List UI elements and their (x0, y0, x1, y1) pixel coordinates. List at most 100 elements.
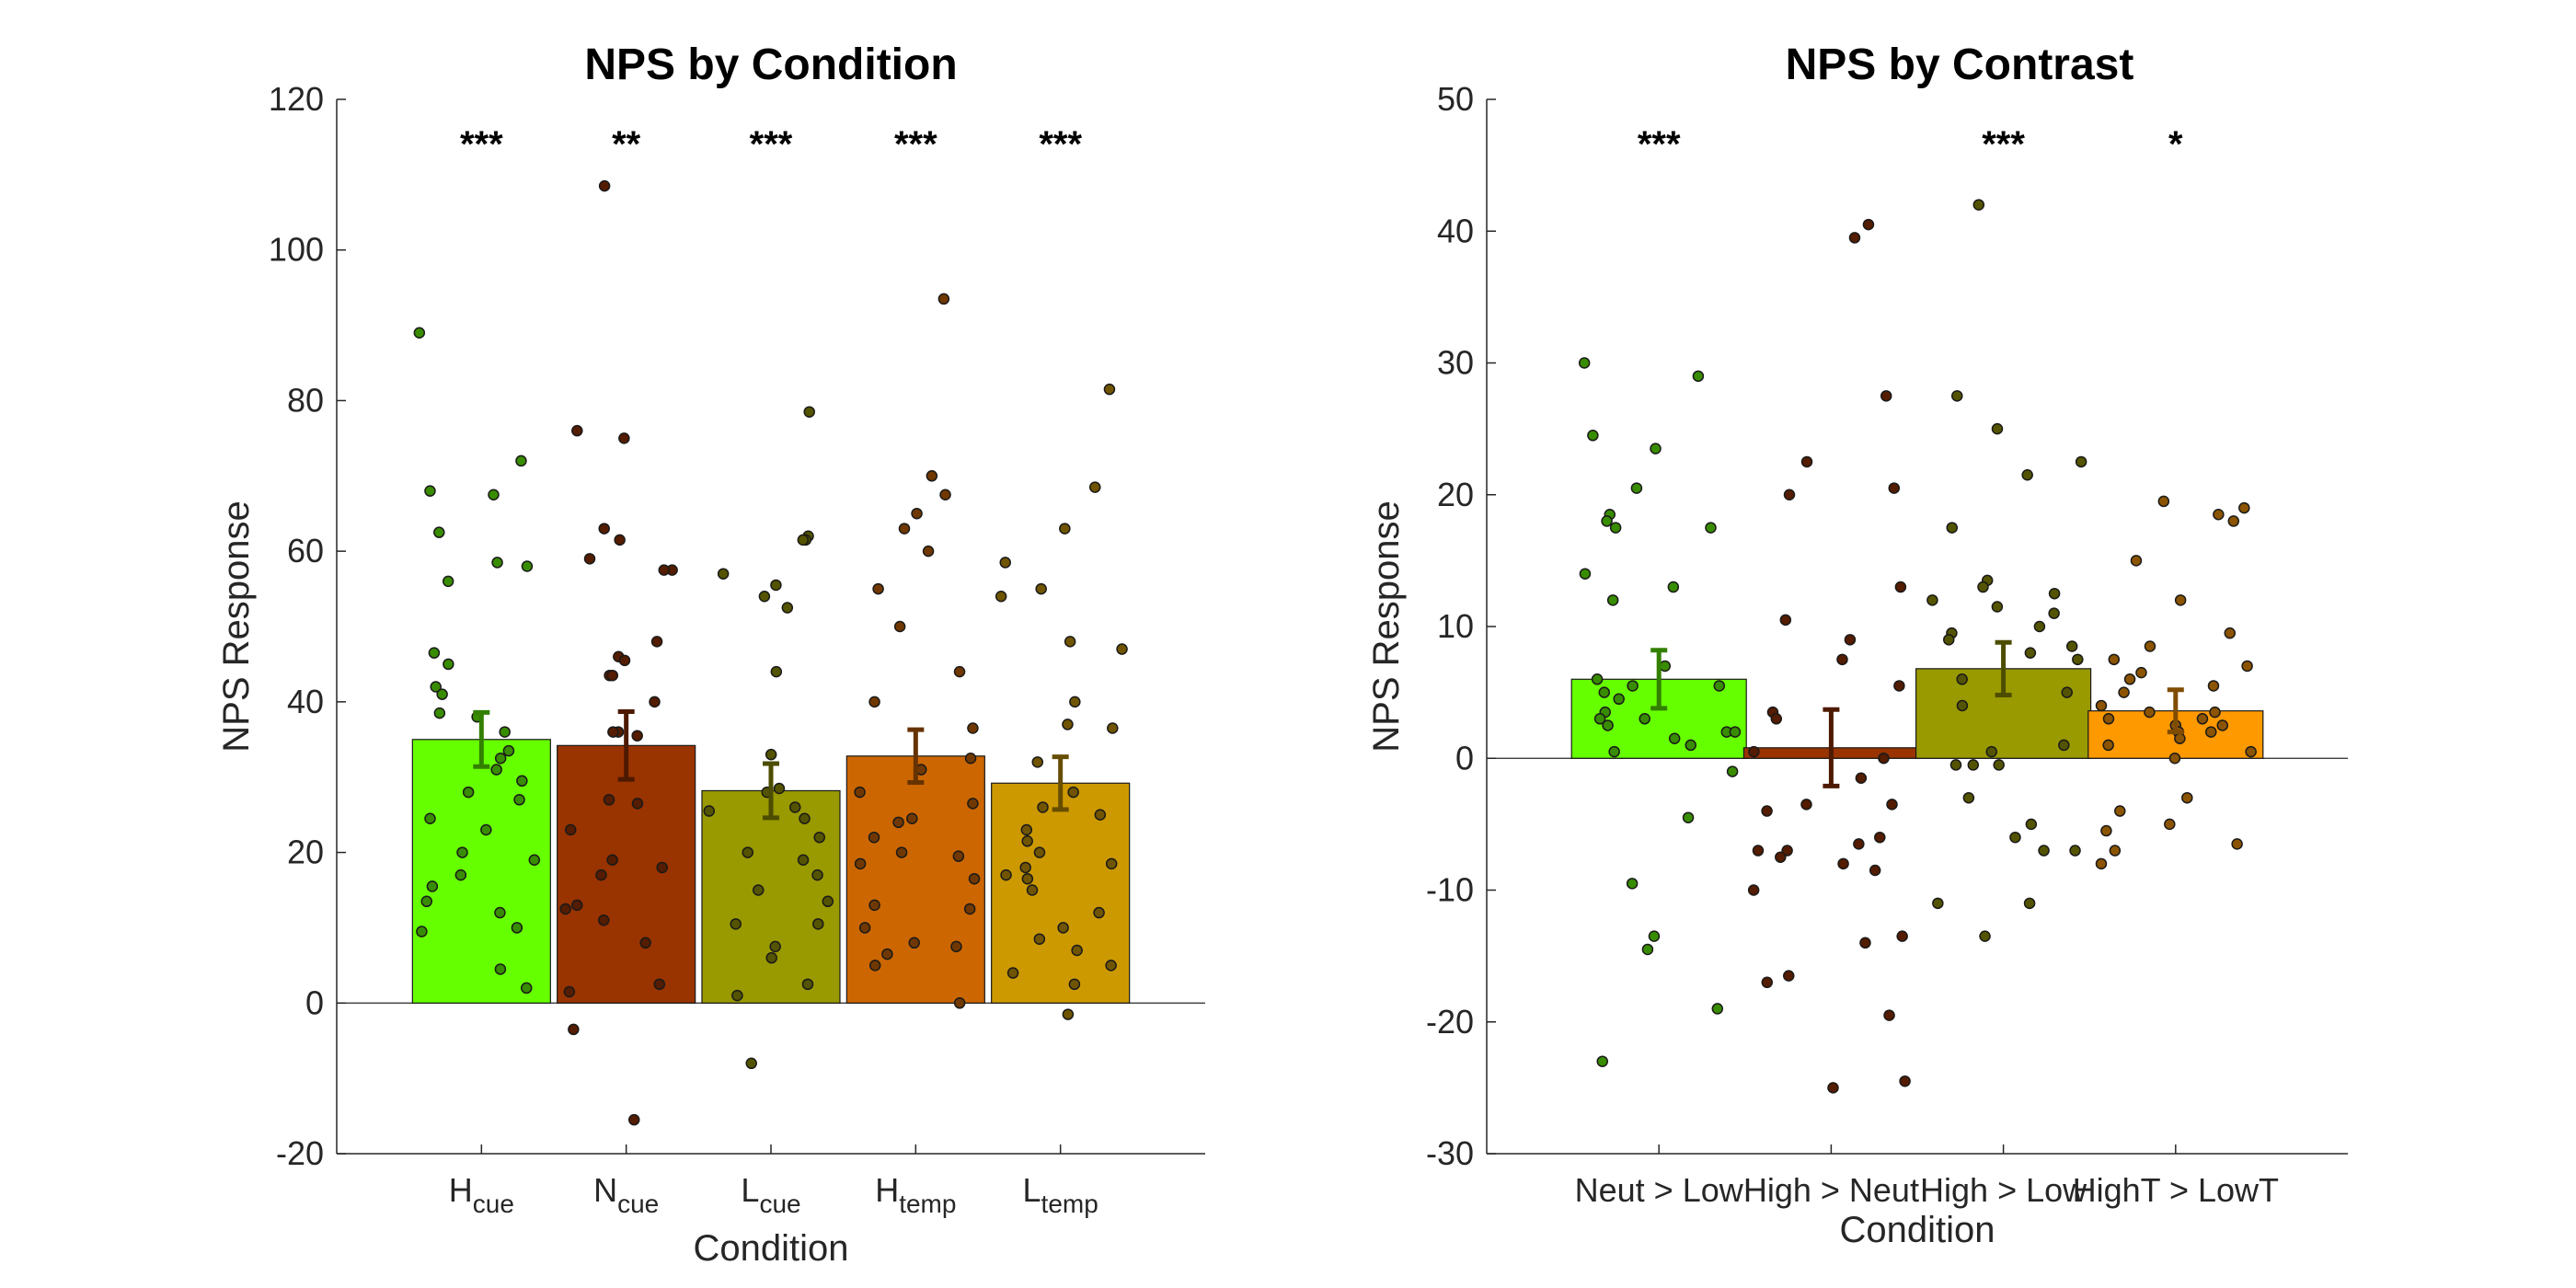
data-point (2123, 673, 2136, 685)
data-point (456, 846, 468, 858)
data-point (2025, 818, 2038, 831)
data-point (1770, 713, 1783, 725)
data-point (1059, 523, 1071, 535)
data-point (952, 850, 965, 862)
data-point (502, 744, 515, 757)
data-point (424, 485, 436, 497)
data-point (950, 940, 962, 953)
data-point (1608, 745, 1620, 758)
x-tick-label-base: H (875, 1171, 899, 1209)
data-point (1893, 680, 1905, 692)
data-point (731, 989, 743, 1002)
data-point (1021, 872, 1034, 885)
data-point (559, 903, 571, 915)
data-point (2207, 680, 2220, 692)
data-point (1601, 515, 1613, 527)
data-point (1606, 594, 1619, 606)
data-point (2130, 555, 2143, 567)
data-point (1943, 634, 1955, 646)
data-point (717, 568, 730, 580)
data-point (491, 557, 503, 569)
data-point (854, 786, 866, 799)
data-point (2058, 739, 2070, 752)
data-point (1800, 799, 1812, 811)
data-point (658, 564, 671, 576)
data-point (1932, 897, 1944, 910)
data-point (1598, 686, 1611, 698)
x-axis-label: Condition (693, 1228, 848, 1269)
x-tick-label-subscript: temp (899, 1190, 956, 1218)
data-point (799, 812, 811, 824)
data-point (1761, 976, 1774, 989)
data-point (2095, 699, 2108, 712)
data-point (703, 805, 716, 817)
data-point (2144, 706, 2156, 719)
y-tick-label: 0 (305, 983, 324, 1021)
bar (845, 755, 985, 1004)
data-point (868, 899, 880, 912)
data-point (858, 922, 871, 934)
data-point (963, 903, 976, 915)
data-point (656, 861, 668, 874)
data-point (2061, 686, 2073, 698)
data-point (1105, 960, 1117, 972)
data-point (480, 823, 492, 836)
significance-label: *** (1982, 124, 2025, 165)
data-point (564, 823, 577, 836)
data-point (424, 812, 436, 824)
data-point (1033, 933, 1046, 945)
data-point (1781, 845, 1793, 857)
data-point (2164, 818, 2176, 831)
y-tick-label: 40 (1437, 212, 1474, 249)
y-tick-label: 120 (269, 80, 324, 118)
data-point (420, 895, 433, 908)
data-point (967, 798, 979, 810)
chart-title: NPS by Contrast (1786, 40, 2134, 89)
data-point (822, 895, 834, 908)
nps-by-contrast-chart: NPS by Contrast -30 -20 -10 0 10 20 30 40 50 NPS R… (1366, 40, 2348, 1250)
data-point (967, 722, 979, 734)
y-tick-label: 60 (287, 532, 324, 569)
data-point (606, 669, 619, 682)
data-point (868, 696, 880, 708)
x-tick-label-subscript: cue (473, 1190, 514, 1218)
y-axis-label: NPS Response (216, 500, 257, 752)
x-tick-label: Lcue (741, 1171, 800, 1218)
data-point (1659, 660, 1672, 673)
data-point (2033, 620, 2046, 633)
data-point (2174, 732, 2186, 745)
y-tick-label: -20 (1426, 1003, 1474, 1041)
data-point (607, 726, 619, 738)
data-point (1021, 835, 1033, 847)
data-point (758, 591, 771, 603)
significance-label: ** (612, 124, 641, 165)
data-point (1883, 1009, 1895, 1021)
data-point (745, 1057, 757, 1070)
data-point (1713, 680, 1726, 692)
y-tick-label: 20 (287, 834, 324, 871)
data-point (520, 982, 533, 995)
data-point (2095, 857, 2108, 870)
data-point (2227, 515, 2240, 527)
data-point (854, 857, 867, 870)
x-tick-label-base: L (741, 1171, 759, 1209)
data-point (1089, 481, 1101, 493)
data-point (2213, 508, 2225, 521)
data-point (2023, 897, 2036, 910)
y-tick-label: 30 (1437, 344, 1474, 382)
data-point (1019, 861, 1031, 874)
data-point (598, 523, 610, 535)
data-point (893, 620, 906, 633)
data-point (953, 665, 966, 678)
data-point (1748, 745, 1760, 758)
x-tick-label-subscript: cue (759, 1190, 800, 1218)
data-point (1682, 811, 1695, 823)
significance-label: *** (1638, 124, 1681, 165)
data-point (2065, 640, 2078, 652)
x-tick-label: High > Low (1920, 1171, 2087, 1209)
data-point (2021, 469, 2033, 481)
data-point (868, 831, 880, 844)
data-point (1596, 1055, 1608, 1067)
data-point (1779, 614, 1792, 627)
data-point (1848, 232, 1861, 244)
